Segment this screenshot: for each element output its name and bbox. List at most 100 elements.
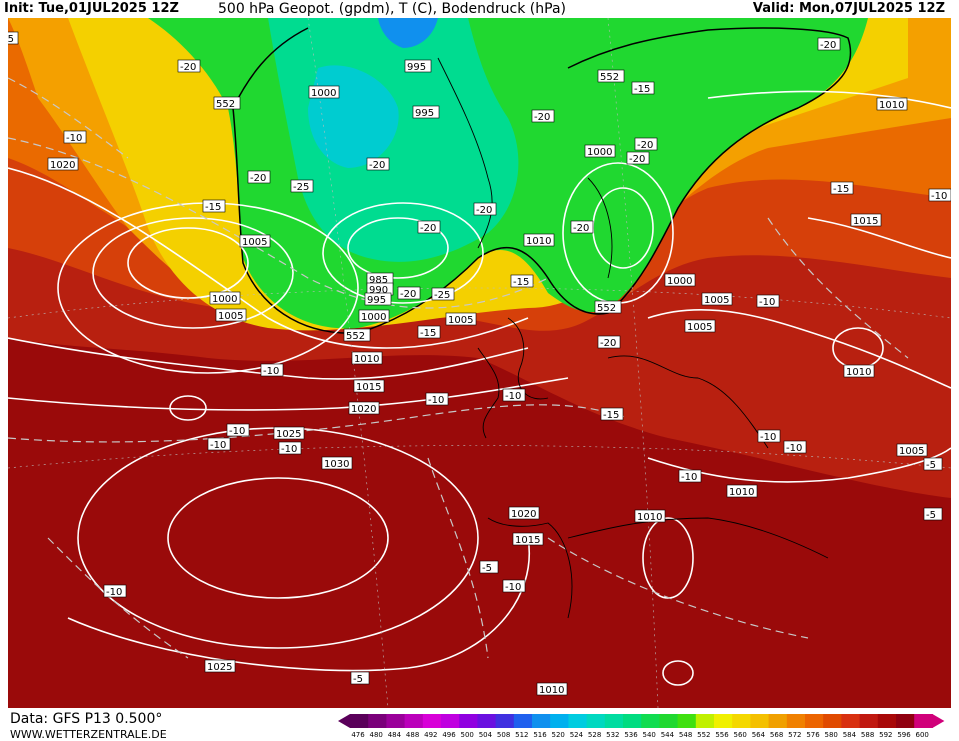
temperature-label: -15 bbox=[830, 181, 854, 195]
scale-swatch bbox=[768, 714, 788, 728]
temperature-label: -25 bbox=[290, 179, 314, 193]
svg-text:-20: -20 bbox=[400, 289, 416, 300]
svg-text:-10: -10 bbox=[106, 587, 122, 598]
svg-text:-25: -25 bbox=[293, 182, 309, 193]
temperature-label: -20 bbox=[247, 170, 271, 184]
valid-time: Valid: Mon,07JUL2025 12Z bbox=[752, 1, 945, 16]
weather-map: 552 552 552 552 995 1000 995 1000 1010 1… bbox=[8, 18, 951, 708]
scale-swatch bbox=[623, 714, 642, 728]
scale-swatch bbox=[568, 714, 588, 728]
svg-text:-15: -15 bbox=[634, 84, 650, 95]
scale-value-label: 556 bbox=[715, 731, 729, 739]
data-source: Data: GFS P13 0.500° bbox=[10, 711, 163, 727]
svg-text:552: 552 bbox=[600, 72, 619, 83]
temperature-label: -20 bbox=[570, 220, 594, 234]
scale-value-label: 588 bbox=[860, 731, 875, 739]
svg-text:-10: -10 bbox=[66, 133, 82, 144]
scale-swatch bbox=[750, 714, 770, 728]
scale-swatch bbox=[714, 714, 733, 728]
pressure-label: 1010 bbox=[351, 351, 383, 365]
scale-right-arrow bbox=[932, 714, 945, 728]
svg-text:1020: 1020 bbox=[50, 160, 75, 171]
scale-value-label: 516 bbox=[533, 731, 547, 739]
pressure-label: 1005 bbox=[684, 319, 716, 333]
svg-text:-10: -10 bbox=[505, 391, 521, 402]
svg-text:995: 995 bbox=[407, 62, 426, 73]
scale-value-label: 508 bbox=[496, 731, 511, 739]
temperature-label: -5 bbox=[479, 560, 499, 574]
svg-text:1015: 1015 bbox=[515, 535, 540, 546]
svg-text:1000: 1000 bbox=[311, 88, 336, 99]
geopotential-label: 552 bbox=[597, 69, 625, 83]
svg-text:-20: -20 bbox=[629, 154, 645, 165]
scale-swatch bbox=[586, 714, 606, 728]
svg-text:1000: 1000 bbox=[667, 276, 692, 287]
svg-text:-15: -15 bbox=[513, 277, 529, 288]
temperature-label: -10 bbox=[783, 440, 807, 454]
pressure-label: 1010 bbox=[843, 364, 875, 378]
svg-text:-20: -20 bbox=[573, 223, 589, 234]
scale-swatch bbox=[914, 714, 933, 728]
svg-text:1015: 1015 bbox=[356, 382, 381, 393]
temperature-label: -10 bbox=[260, 363, 284, 377]
svg-text:1015: 1015 bbox=[853, 216, 878, 227]
temperature-label: -15 bbox=[510, 274, 534, 288]
coastlines bbox=[437, 57, 829, 619]
scale-value-label: 524 bbox=[569, 731, 584, 739]
pressure-label: 995 bbox=[404, 59, 432, 73]
color-scale-bar bbox=[338, 714, 945, 728]
scale-swatch bbox=[604, 714, 624, 728]
svg-text:-20: -20 bbox=[250, 173, 266, 184]
svg-text:-15: -15 bbox=[603, 410, 619, 421]
scale-swatch bbox=[823, 714, 842, 728]
temperature-label: -15 bbox=[417, 325, 441, 339]
svg-text:1020: 1020 bbox=[511, 509, 536, 520]
svg-text:552: 552 bbox=[346, 331, 365, 342]
pressure-label: 1010 bbox=[726, 484, 758, 498]
svg-text:-20: -20 bbox=[534, 112, 550, 123]
temperature-label: -20 bbox=[817, 37, 841, 51]
scale-value-label: 544 bbox=[660, 731, 675, 739]
scale-value-label: 572 bbox=[788, 731, 802, 739]
svg-text:-20: -20 bbox=[369, 160, 385, 171]
scale-value-label: 520 bbox=[551, 731, 565, 739]
temperature-label: -20 bbox=[531, 109, 555, 123]
scale-swatch bbox=[695, 714, 715, 728]
svg-text:552: 552 bbox=[597, 303, 616, 314]
scale-value-label: 580 bbox=[824, 731, 838, 739]
scale-swatch bbox=[386, 714, 406, 728]
svg-text:-10: -10 bbox=[263, 366, 279, 377]
svg-text:1005: 1005 bbox=[704, 295, 729, 306]
init-time: Init: Tue,01JUL2025 12Z bbox=[4, 1, 179, 16]
svg-text:1010: 1010 bbox=[539, 685, 564, 696]
scale-swatch bbox=[495, 714, 515, 728]
scale-value-label: 492 bbox=[424, 731, 438, 739]
svg-text:1025: 1025 bbox=[276, 429, 301, 440]
scale-value-label: 528 bbox=[587, 731, 602, 739]
temperature-label: -10 bbox=[757, 429, 781, 443]
scale-value-label: 540 bbox=[642, 731, 656, 739]
svg-text:552: 552 bbox=[216, 99, 235, 110]
scale-swatch bbox=[368, 714, 387, 728]
svg-text:1025: 1025 bbox=[207, 662, 232, 673]
svg-text:-20: -20 bbox=[820, 40, 836, 51]
scale-value-label: 496 bbox=[442, 731, 456, 739]
svg-text:1000: 1000 bbox=[587, 147, 612, 158]
scale-value-label: 488 bbox=[405, 731, 420, 739]
temperature-label: -10 bbox=[63, 130, 87, 144]
scale-value-label: 600 bbox=[915, 731, 929, 739]
svg-text:1005: 1005 bbox=[218, 311, 243, 322]
scale-swatch bbox=[896, 714, 915, 728]
pressure-label: 1010 bbox=[523, 233, 555, 247]
svg-text:-10: -10 bbox=[681, 472, 697, 483]
svg-text:995: 995 bbox=[367, 295, 386, 306]
temperature-label: -10 bbox=[678, 469, 702, 483]
geopotential-label: 552 bbox=[213, 96, 241, 110]
scale-swatch bbox=[550, 714, 569, 728]
pressure-label: 1015 bbox=[353, 379, 385, 393]
pressure-label: 1020 bbox=[348, 401, 380, 415]
svg-text:-10: -10 bbox=[931, 191, 947, 202]
svg-text:-10: -10 bbox=[229, 426, 245, 437]
geopotential-label: 552 bbox=[343, 328, 371, 342]
temperature-label: -20 bbox=[634, 137, 658, 151]
